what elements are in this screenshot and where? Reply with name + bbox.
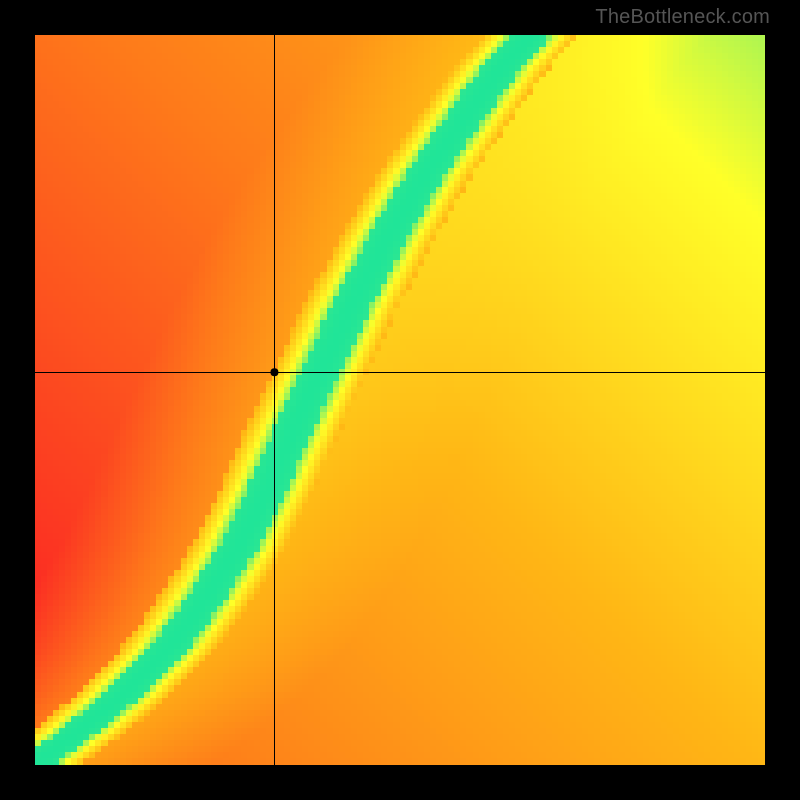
watermark-text: TheBottleneck.com: [595, 6, 770, 29]
chart-container: TheBottleneck.com: [0, 0, 800, 800]
bottleneck-heatmap: [35, 35, 765, 765]
